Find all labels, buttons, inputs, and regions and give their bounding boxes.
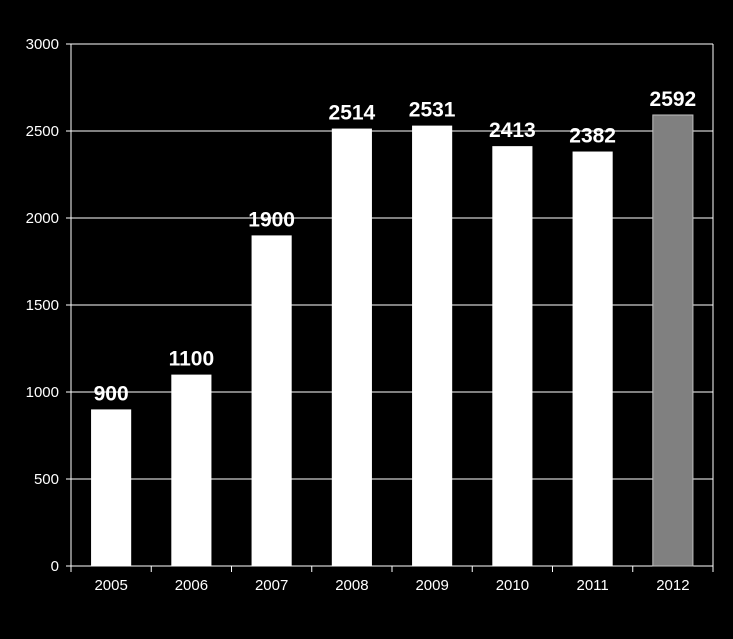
x-tick-label-2009: 2009 xyxy=(415,577,448,594)
bar-2007 xyxy=(251,235,292,566)
data-label-2009: 2531 xyxy=(409,99,456,122)
y-tick-label: 2000 xyxy=(26,210,59,227)
x-tick-label-2008: 2008 xyxy=(335,577,368,594)
y-tick-label: 500 xyxy=(34,471,59,488)
bar-2006 xyxy=(171,374,212,566)
x-tick-label-2005: 2005 xyxy=(94,577,127,594)
x-tick-label-2006: 2006 xyxy=(175,577,208,594)
data-label-2006: 1100 xyxy=(169,348,215,371)
data-label-2012: 2592 xyxy=(650,88,697,111)
y-tick-label: 1500 xyxy=(26,297,59,314)
bar-2011 xyxy=(572,151,613,567)
data-label-2010: 2413 xyxy=(489,119,536,142)
data-label-2005: 900 xyxy=(94,382,129,405)
bar-2009 xyxy=(412,125,453,566)
x-tick-label-2011: 2011 xyxy=(576,577,608,594)
y-tick-label: 2500 xyxy=(26,123,59,140)
y-tick-label: 1000 xyxy=(26,384,59,401)
y-tick-label: 3000 xyxy=(26,36,59,53)
bar-2005 xyxy=(91,409,132,566)
x-tick-label-2007: 2007 xyxy=(255,577,288,594)
bar-2008 xyxy=(331,128,372,566)
data-label-2007: 1900 xyxy=(248,208,295,231)
bar-2012 xyxy=(652,114,694,567)
x-tick-label-2012: 2012 xyxy=(656,577,689,594)
y-tick-label: 0 xyxy=(51,558,59,575)
bar-2010 xyxy=(492,146,533,566)
data-label-2008: 2514 xyxy=(329,102,376,125)
x-tick-label-2010: 2010 xyxy=(496,577,529,594)
data-label-2011: 2382 xyxy=(569,125,616,148)
